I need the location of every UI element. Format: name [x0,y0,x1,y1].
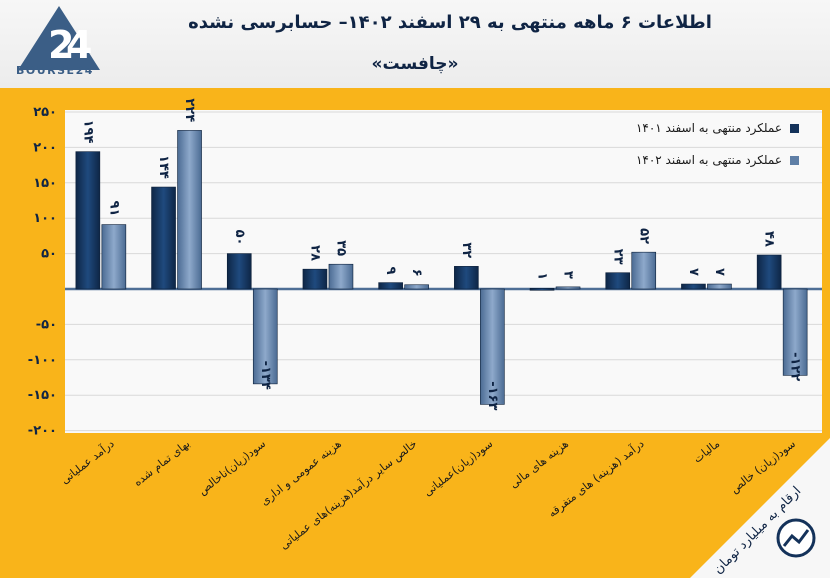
page-title: اطلاعات ۶ ماهه منتهی به ۲۹ اسفند ۱۴۰۲– ح… [188,12,712,33]
data-label: ۲۳ [610,249,625,265]
legend-label-1: عملکرد منتهی به اسفند ۱۴۰۱ [636,121,782,136]
category-label: خالص سایر درآمد(هزینه)های عملیاتی [277,436,420,552]
bar-2 [782,288,808,376]
category-label: هزینه عمومی و اداری [258,437,344,508]
y-tick-label: ۱۵۰ [33,176,57,191]
data-label: -۱۳۴ [258,361,273,390]
data-label: ۳۲ [459,242,474,258]
bar-2 [707,283,732,290]
bar-1 [454,266,479,290]
bar-2 [404,284,429,290]
category-label: مالیات [691,437,722,466]
bar-1 [226,253,252,290]
y-tick-label: ۱۰۰ [33,211,57,226]
bar-2 [480,288,505,405]
bourse24-logo-icon: 2 4 [18,6,100,70]
bar-1 [605,272,631,290]
legend-swatch-2 [790,156,799,165]
data-label: ۵۲ [636,228,651,244]
y-tick-label: ۲۵۰ [33,105,57,120]
category-label: هزینه های مالی [507,437,571,491]
category-label: سود(زیان)عملیاتی [421,437,495,499]
data-label: ۲۸ [307,245,322,261]
bar-1 [756,254,782,290]
logo-text: BOURSE24 [16,64,94,77]
page-subtitle: «چافست» [371,54,459,74]
bar-1 [529,287,555,291]
bar-2 [252,288,278,385]
data-label: -۱۲۲ [788,352,803,381]
bar-1 [681,283,706,290]
legend-swatch-1 [790,124,799,133]
growth-icon [782,529,810,547]
y-tick-label: -۲۰۰ [28,424,57,439]
svg-text:4: 4 [66,23,92,67]
bar-1 [151,186,176,290]
bar-2 [328,263,354,290]
data-label: ۲۲۴ [182,98,197,122]
data-label: ۷ [686,268,701,276]
header: 2 4 BOURSE24 اطلاعات ۶ ماهه منتهی به ۲۹ … [0,0,830,88]
bar-1 [75,151,101,290]
legend-label-2: عملکرد منتهی به اسفند ۱۴۰۲ [636,153,782,168]
data-label: ۴۸ [762,231,777,247]
bar-1 [302,268,328,290]
data-label: -۱۶۳ [485,381,500,410]
y-tick-label: -۵۰ [36,317,57,332]
data-label: ۳۵ [333,240,348,256]
category-label: درآمد عملیاتی [58,436,117,486]
bar-2 [631,251,657,290]
data-label: ۹۱ [106,201,121,217]
bar-2 [177,130,202,290]
bar-2 [555,286,581,290]
data-label: ۵۰ [232,230,247,246]
bar-2 [101,224,127,290]
data-label: ۱۴۴ [156,155,171,179]
chart-frame: ۲۵۰ ۲۰۰ ۱۵۰ ۱۰۰ ۵۰ -۵۰ -۱۰۰ -۱۵۰ -۲۰۰ ۱۹۴ ۹۱ درآمد … [0,88,830,578]
data-label: ۳ [561,271,576,279]
y-tick-label: ۲۰۰ [33,140,57,155]
category-label: بهای تمام شده [131,437,192,489]
svg-text:2: 2 [48,23,74,67]
data-label: ۱ [535,272,550,280]
y-tick-label: -۱۰۰ [28,353,57,368]
data-label: ۷ [712,268,727,276]
category-label: سود(زیان)ناخالص [196,437,268,497]
bar-1 [378,282,403,290]
y-tick-label: -۱۵۰ [28,388,57,403]
y-tick-label: ۵۰ [41,247,57,262]
data-label: ۶ [409,269,424,277]
data-label: ۹ [383,267,398,275]
bar-chart: ۲۵۰۲۰۰۱۵۰۱۰۰۵۰-۵۰-۱۰۰-۱۵۰-۲۰۰۱۹۴۹۱درآمد … [28,98,830,578]
data-label: ۱۹۴ [80,120,95,144]
note-band [690,438,830,578]
